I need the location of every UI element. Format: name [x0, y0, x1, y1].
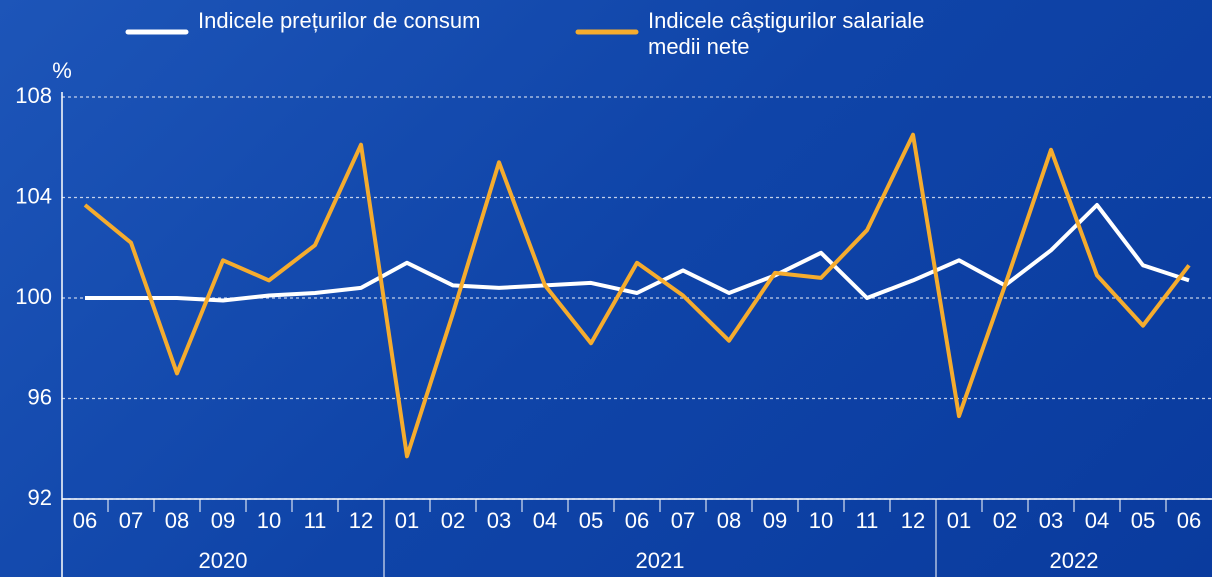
x-tick-label: 06 — [73, 508, 97, 533]
x-tick-label: 11 — [304, 508, 327, 533]
x-tick-label: 11 — [856, 508, 879, 533]
legend-label: Indicele câștigurilor salariale medii net… — [648, 8, 924, 59]
x-tick-label: 12 — [349, 508, 373, 533]
x-tick-label: 07 — [671, 508, 695, 533]
y-tick-label: 108 — [15, 83, 52, 108]
year-label: 2022 — [1050, 548, 1099, 573]
x-tick-label: 05 — [579, 508, 603, 533]
x-tick-label: 09 — [211, 508, 235, 533]
x-tick-label: 06 — [625, 508, 649, 533]
x-tick-label: 08 — [717, 508, 741, 533]
y-tick-label: 96 — [28, 384, 52, 409]
y-unit: % — [52, 58, 72, 83]
x-tick-label: 04 — [533, 508, 557, 533]
x-tick-label: 07 — [119, 508, 143, 533]
x-tick-label: 05 — [1131, 508, 1155, 533]
year-label: 2021 — [636, 548, 685, 573]
x-tick-label: 04 — [1085, 508, 1109, 533]
x-tick-label: 10 — [809, 508, 833, 533]
series-line — [85, 203, 1190, 303]
y-tick-label: 104 — [15, 183, 52, 208]
x-tick-label: 03 — [1039, 508, 1063, 533]
x-tick-label: 01 — [395, 508, 419, 533]
y-tick-label: 92 — [28, 485, 52, 510]
x-tick-label: 02 — [993, 508, 1017, 533]
x-tick-label: 08 — [165, 508, 189, 533]
x-tick-label: 06 — [1177, 508, 1201, 533]
x-tick-label: 10 — [257, 508, 281, 533]
x-tick-label: 02 — [441, 508, 465, 533]
series-line — [83, 132, 1191, 459]
x-tick-label: 09 — [763, 508, 787, 533]
x-tick-label: 03 — [487, 508, 511, 533]
y-tick-label: 100 — [15, 284, 52, 309]
x-tick-label: 12 — [901, 508, 925, 533]
x-tick-label: 01 — [947, 508, 971, 533]
legend-label: Indicele prețurilor de consum — [198, 8, 480, 33]
year-label: 2020 — [199, 548, 248, 573]
